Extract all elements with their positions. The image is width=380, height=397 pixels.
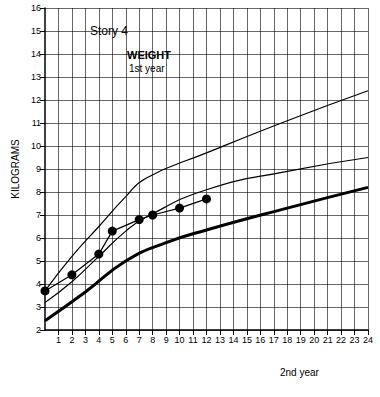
svg-text:1st year: 1st year <box>129 63 165 74</box>
svg-text:7: 7 <box>137 335 142 345</box>
svg-text:6: 6 <box>123 335 128 345</box>
svg-text:5: 5 <box>110 335 115 345</box>
svg-text:8: 8 <box>150 335 155 345</box>
svg-text:2: 2 <box>69 335 74 345</box>
svg-text:21: 21 <box>323 335 333 345</box>
svg-text:10: 10 <box>175 335 185 345</box>
svg-text:7: 7 <box>36 210 41 220</box>
svg-text:24: 24 <box>363 335 373 345</box>
svg-text:11: 11 <box>188 335 197 345</box>
svg-text:11: 11 <box>32 118 41 128</box>
svg-text:18: 18 <box>282 335 292 345</box>
svg-text:15: 15 <box>242 335 252 345</box>
svg-text:9: 9 <box>164 335 169 345</box>
svg-text:20: 20 <box>309 335 319 345</box>
svg-text:12: 12 <box>31 95 41 105</box>
svg-text:16: 16 <box>255 335 265 345</box>
svg-text:WEIGHT: WEIGHT <box>127 49 171 61</box>
svg-text:19: 19 <box>296 335 306 345</box>
svg-text:8: 8 <box>36 187 41 197</box>
svg-text:3: 3 <box>36 302 41 312</box>
svg-text:2: 2 <box>36 325 41 335</box>
svg-text:6: 6 <box>36 233 41 243</box>
svg-text:14: 14 <box>31 49 41 59</box>
svg-text:13: 13 <box>215 335 225 345</box>
svg-text:15: 15 <box>31 26 41 36</box>
svg-text:2nd year: 2nd year <box>280 367 320 378</box>
svg-text:KILOGRAMS: KILOGRAMS <box>10 139 21 199</box>
svg-text:1: 1 <box>56 335 61 345</box>
svg-text:5: 5 <box>36 256 41 266</box>
svg-text:4: 4 <box>96 335 101 345</box>
svg-text:Story 4: Story 4 <box>90 24 128 38</box>
svg-text:12: 12 <box>201 335 211 345</box>
svg-text:10: 10 <box>31 141 41 151</box>
svg-text:16: 16 <box>31 3 41 13</box>
svg-text:4: 4 <box>36 279 41 289</box>
svg-text:14: 14 <box>228 335 238 345</box>
svg-text:23: 23 <box>350 335 360 345</box>
svg-text:22: 22 <box>336 335 346 345</box>
svg-text:9: 9 <box>36 164 41 174</box>
svg-text:17: 17 <box>269 335 279 345</box>
svg-text:13: 13 <box>31 72 41 82</box>
svg-text:3: 3 <box>83 335 88 345</box>
